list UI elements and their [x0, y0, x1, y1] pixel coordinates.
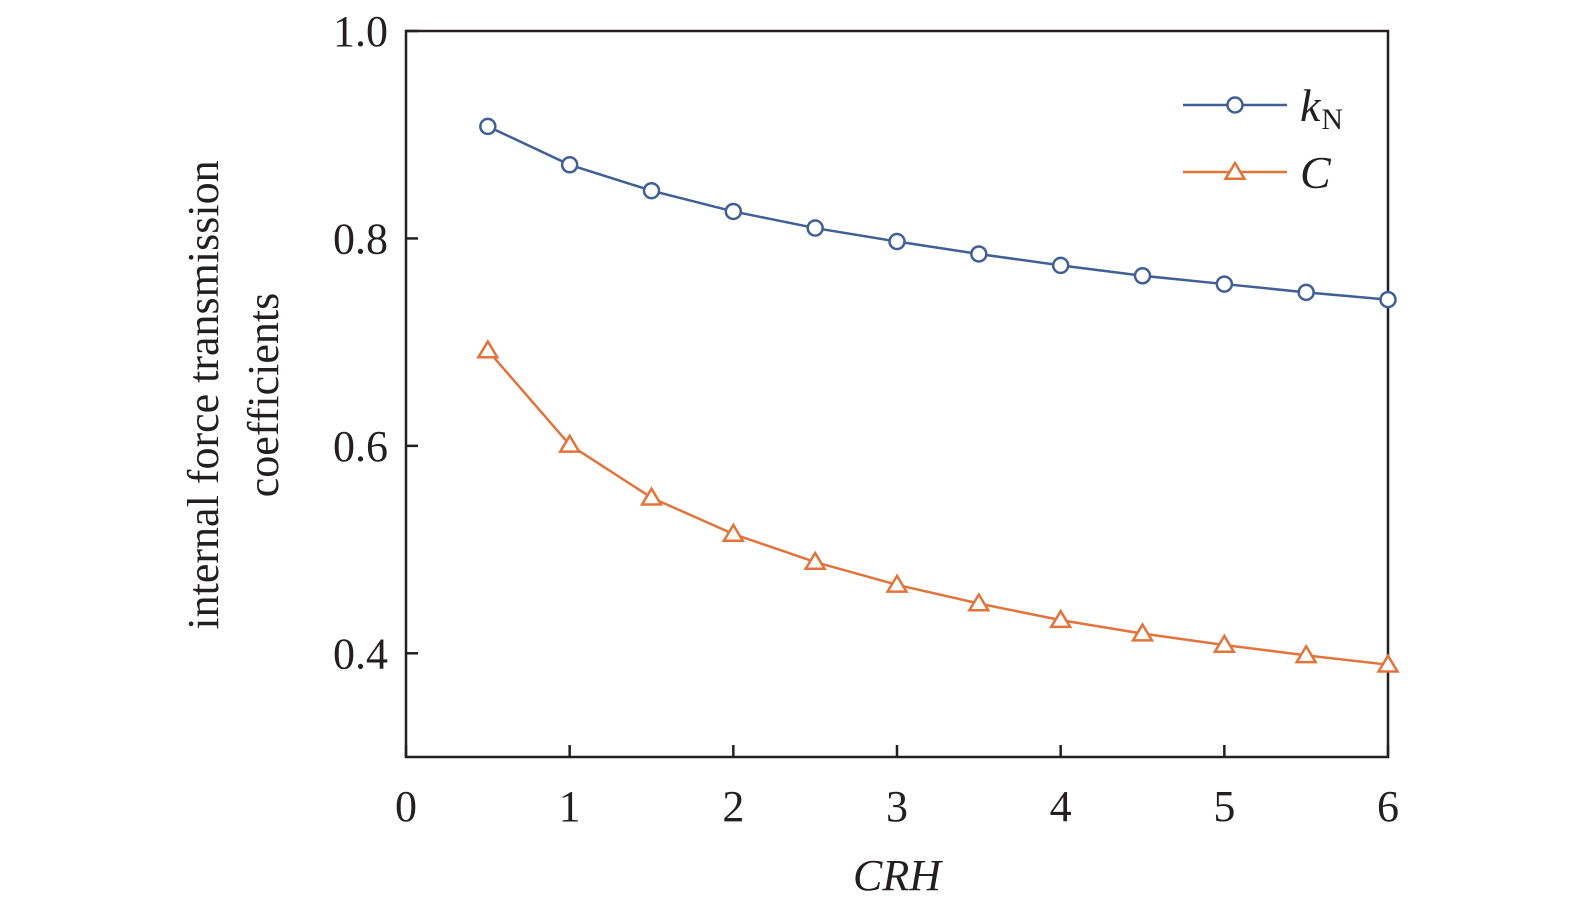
y-tick-label: 0.6	[333, 422, 388, 471]
series-c-point	[476, 339, 500, 359]
x-axis-ticks: 0 1 2 3 4 5 6	[395, 745, 1399, 831]
series-kn-point	[560, 156, 579, 174]
series-kn-point	[888, 232, 906, 251]
legend-item-kn: kN	[1183, 80, 1343, 136]
series-c-point	[639, 486, 664, 506]
series-kn-point	[1297, 283, 1315, 302]
series-kn-point	[642, 181, 661, 200]
series-c-point	[1212, 633, 1236, 653]
y-axis-title-line-1: internal force transmission	[179, 160, 228, 629]
x-axis-title: CRH	[853, 851, 943, 900]
series-layer	[476, 117, 1400, 673]
x-tick-label: 4	[1050, 782, 1072, 831]
series-c-point	[885, 573, 909, 593]
x-tick-label: 2	[722, 782, 744, 831]
series-kn-line	[487, 125, 1389, 301]
series-c-point	[1130, 622, 1155, 642]
legend-label: kN	[1300, 80, 1343, 136]
series-kn-point	[479, 117, 497, 136]
series-c-point	[1049, 608, 1073, 629]
legend-swatch-marker	[1223, 160, 1247, 180]
y-tick-label: 0.4	[333, 629, 388, 678]
series-c-point	[967, 592, 991, 612]
series-kn-point	[1133, 267, 1152, 285]
legend: kNC	[1183, 80, 1343, 198]
y-tick-label: 0.8	[333, 214, 388, 263]
series-c-point	[721, 522, 745, 543]
legend-label: C	[1300, 147, 1332, 198]
legend-item-c: C	[1183, 147, 1332, 198]
legend-label-main: k	[1300, 80, 1322, 131]
x-tick-label: 0	[395, 782, 417, 831]
y-axis-title-line-2: coefficients	[239, 293, 288, 497]
legend-label-subscript: N	[1321, 103, 1343, 136]
x-tick-label: 1	[559, 782, 581, 831]
series-kn-point	[806, 219, 824, 237]
y-tick-label: 1.0	[333, 7, 388, 56]
series-kn-point	[1379, 290, 1397, 309]
legend-swatch-marker	[1226, 96, 1244, 114]
x-tick-label: 3	[886, 782, 908, 831]
series-c-point	[558, 433, 582, 453]
series-c-point	[1376, 653, 1400, 673]
legend-label-main: C	[1300, 147, 1332, 198]
series-c-line	[486, 349, 1389, 666]
series-kn	[479, 117, 1397, 309]
series-kn-point	[1215, 275, 1234, 293]
series-kn-point	[1051, 256, 1070, 275]
series-c-point	[1294, 643, 1318, 664]
series-c	[476, 339, 1400, 673]
x-tick-label: 5	[1213, 782, 1235, 831]
y-axis-title: internal force transmission coefficients	[179, 160, 288, 629]
series-kn-point	[970, 245, 988, 263]
x-tick-label: 6	[1377, 782, 1399, 831]
series-kn-point	[724, 202, 743, 221]
series-c-point	[803, 550, 827, 571]
y-axis-ticks: 0.4 0.6 0.8 1.0	[333, 7, 418, 678]
